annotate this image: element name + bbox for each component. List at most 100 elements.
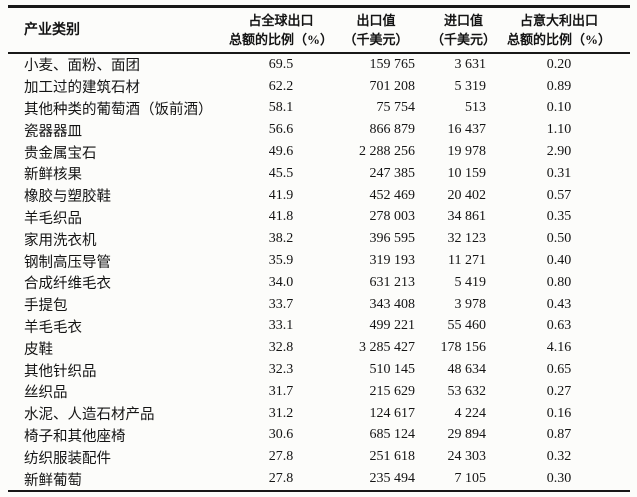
- cell-category: 其他针织品: [24, 363, 97, 380]
- cell-export-value: 75 754: [376, 100, 416, 116]
- cell-global-share: 30.6: [268, 427, 294, 443]
- cell-export-value: 685 124: [369, 427, 416, 443]
- cell-export-value: 510 145: [369, 362, 416, 378]
- cell-export-value: 499 221: [369, 318, 416, 334]
- cell-italy-share: 0.16: [546, 405, 572, 421]
- table-row: 皮鞋 32.8 3 285 427 178 156 4.16: [8, 337, 630, 359]
- cell-global-share: 31.7: [268, 383, 294, 399]
- cell-category: 羊毛毛衣: [24, 319, 82, 336]
- table-row: 纺织服装配件 27.8 251 618 24 303 0.32: [8, 446, 630, 468]
- cell-export-value: 278 003: [369, 209, 416, 225]
- cell-global-share: 33.7: [268, 296, 294, 312]
- cell-category: 新鲜葡萄: [24, 472, 82, 489]
- cell-global-share: 27.8: [268, 449, 294, 465]
- cell-category: 合成纤维毛衣: [24, 276, 111, 293]
- header-italy-share: 占意大利出口 总额的比例（%）: [506, 13, 611, 47]
- header-import-value: 进口值 （千美元）: [431, 13, 497, 47]
- table-row: 贵金属宝石 49.6 2 288 256 19 978 2.90: [8, 141, 630, 163]
- table-row: 新鲜核果 45.5 247 385 10 159 0.31: [8, 163, 630, 185]
- cell-global-share: 41.9: [268, 187, 294, 203]
- cell-import-value: 34 861: [447, 209, 487, 225]
- table-row: 其他种类的葡萄酒（饭前酒） 58.1 75 754 513 0.10: [8, 98, 630, 120]
- cell-italy-share: 0.10: [546, 100, 572, 116]
- table-row: 其他针织品 32.3 510 145 48 634 0.65: [8, 359, 630, 381]
- cell-italy-share: 0.87: [546, 427, 572, 443]
- cell-import-value: 10 159: [447, 165, 487, 181]
- header-export-value: 出口值 （千美元）: [343, 13, 409, 47]
- cell-global-share: 38.2: [268, 231, 294, 247]
- cell-italy-share: 2.90: [546, 144, 572, 160]
- cell-italy-share: 0.57: [546, 187, 572, 203]
- header-category-label: 产业类别: [24, 22, 80, 38]
- table-row: 丝织品 31.7 215 629 53 632 0.27: [8, 381, 630, 403]
- cell-global-share: 27.8: [268, 471, 294, 487]
- cell-italy-share: 0.20: [546, 56, 572, 72]
- table-row: 加工过的建筑石材 62.2 701 208 5 319 0.89: [8, 76, 630, 98]
- cell-import-value: 29 894: [447, 427, 487, 443]
- cell-global-share: 56.6: [268, 122, 294, 138]
- cell-italy-share: 0.31: [546, 165, 572, 181]
- cell-category: 新鲜核果: [24, 167, 82, 184]
- cell-import-value: 3 631: [454, 56, 487, 72]
- cell-import-value: 19 978: [447, 144, 487, 160]
- cell-italy-share: 0.32: [546, 449, 572, 465]
- cell-global-share: 33.1: [268, 318, 294, 334]
- cell-export-value: 124 617: [369, 405, 416, 421]
- cell-italy-share: 1.10: [546, 122, 572, 138]
- cell-italy-share: 0.80: [546, 274, 572, 290]
- cell-export-value: 2 288 256: [359, 144, 415, 160]
- header-category: 产业类别: [8, 21, 233, 40]
- cell-category: 贵金属宝石: [24, 145, 97, 162]
- cell-import-value: 24 303: [447, 449, 487, 465]
- cell-import-value: 178 156: [440, 340, 487, 356]
- cell-global-share: 34.0: [268, 274, 294, 290]
- table-row: 瓷器器皿 56.6 866 879 16 437 1.10: [8, 119, 630, 141]
- cell-import-value: 5 419: [454, 274, 487, 290]
- cell-export-value: 247 385: [369, 165, 416, 181]
- cell-import-value: 5 319: [454, 78, 487, 94]
- table-header-row: 产业类别 占全球出口 总额的比例（%） 出口值 （千美元） 进口值 （千美元） …: [8, 8, 630, 54]
- cell-import-value: 513: [465, 100, 486, 116]
- cell-italy-share: 0.27: [546, 383, 572, 399]
- cell-category: 小麦、面粉、面团: [24, 58, 140, 75]
- cell-import-value: 7 105: [454, 471, 487, 487]
- table-row: 手提包 33.7 343 408 3 978 0.43: [8, 294, 630, 316]
- cell-category: 家用洗衣机: [24, 232, 97, 249]
- cell-global-share: 62.2: [268, 78, 294, 94]
- cell-category: 纺织服装配件: [24, 450, 111, 467]
- cell-export-value: 343 408: [369, 296, 416, 312]
- cell-global-share: 49.6: [268, 144, 294, 160]
- cell-export-value: 215 629: [369, 383, 416, 399]
- table-row: 新鲜葡萄 27.8 235 494 7 105 0.30: [8, 468, 630, 490]
- table-row: 小麦、面粉、面团 69.5 159 765 3 631 0.20: [8, 54, 630, 76]
- cell-category: 皮鞋: [24, 341, 53, 358]
- table-row: 羊毛毛衣 33.1 499 221 55 460 0.63: [8, 316, 630, 338]
- table-row: 橡胶与塑胶鞋 41.9 452 469 20 402 0.57: [8, 185, 630, 207]
- table-row: 家用洗衣机 38.2 396 595 32 123 0.50: [8, 228, 630, 250]
- cell-global-share: 69.5: [268, 56, 294, 72]
- table-body: 小麦、面粉、面团 69.5 159 765 3 631 0.20 加工过的建筑石…: [8, 54, 630, 490]
- cell-global-share: 41.8: [268, 209, 294, 225]
- cell-italy-share: 0.50: [546, 231, 572, 247]
- cell-category: 手提包: [24, 298, 68, 315]
- cell-export-value: 631 213: [369, 274, 416, 290]
- cell-import-value: 3 978: [454, 296, 487, 312]
- table-row: 合成纤维毛衣 34.0 631 213 5 419 0.80: [8, 272, 630, 294]
- cell-export-value: 452 469: [369, 187, 416, 203]
- cell-category: 橡胶与塑胶鞋: [24, 189, 111, 206]
- cell-category: 瓷器器皿: [24, 123, 82, 140]
- table-row: 水泥、人造石材产品 31.2 124 617 4 224 0.16: [8, 403, 630, 425]
- table-row: 钢制高压导管 35.9 319 193 11 271 0.40: [8, 250, 630, 272]
- cell-italy-share: 0.40: [546, 253, 572, 269]
- cell-export-value: 701 208: [369, 78, 416, 94]
- cell-import-value: 20 402: [447, 187, 487, 203]
- cell-category: 加工过的建筑石材: [24, 80, 140, 97]
- table-row: 羊毛织品 41.8 278 003 34 861 0.35: [8, 207, 630, 229]
- cell-category: 羊毛织品: [24, 210, 82, 227]
- cell-global-share: 45.5: [268, 165, 294, 181]
- cell-category: 其他种类的葡萄酒（饭前酒）: [24, 101, 213, 118]
- cell-global-share: 58.1: [268, 100, 294, 116]
- header-global-share: 占全球出口 总额的比例（%）: [229, 13, 334, 47]
- cell-italy-share: 0.63: [546, 318, 572, 334]
- cell-category: 钢制高压导管: [24, 254, 111, 271]
